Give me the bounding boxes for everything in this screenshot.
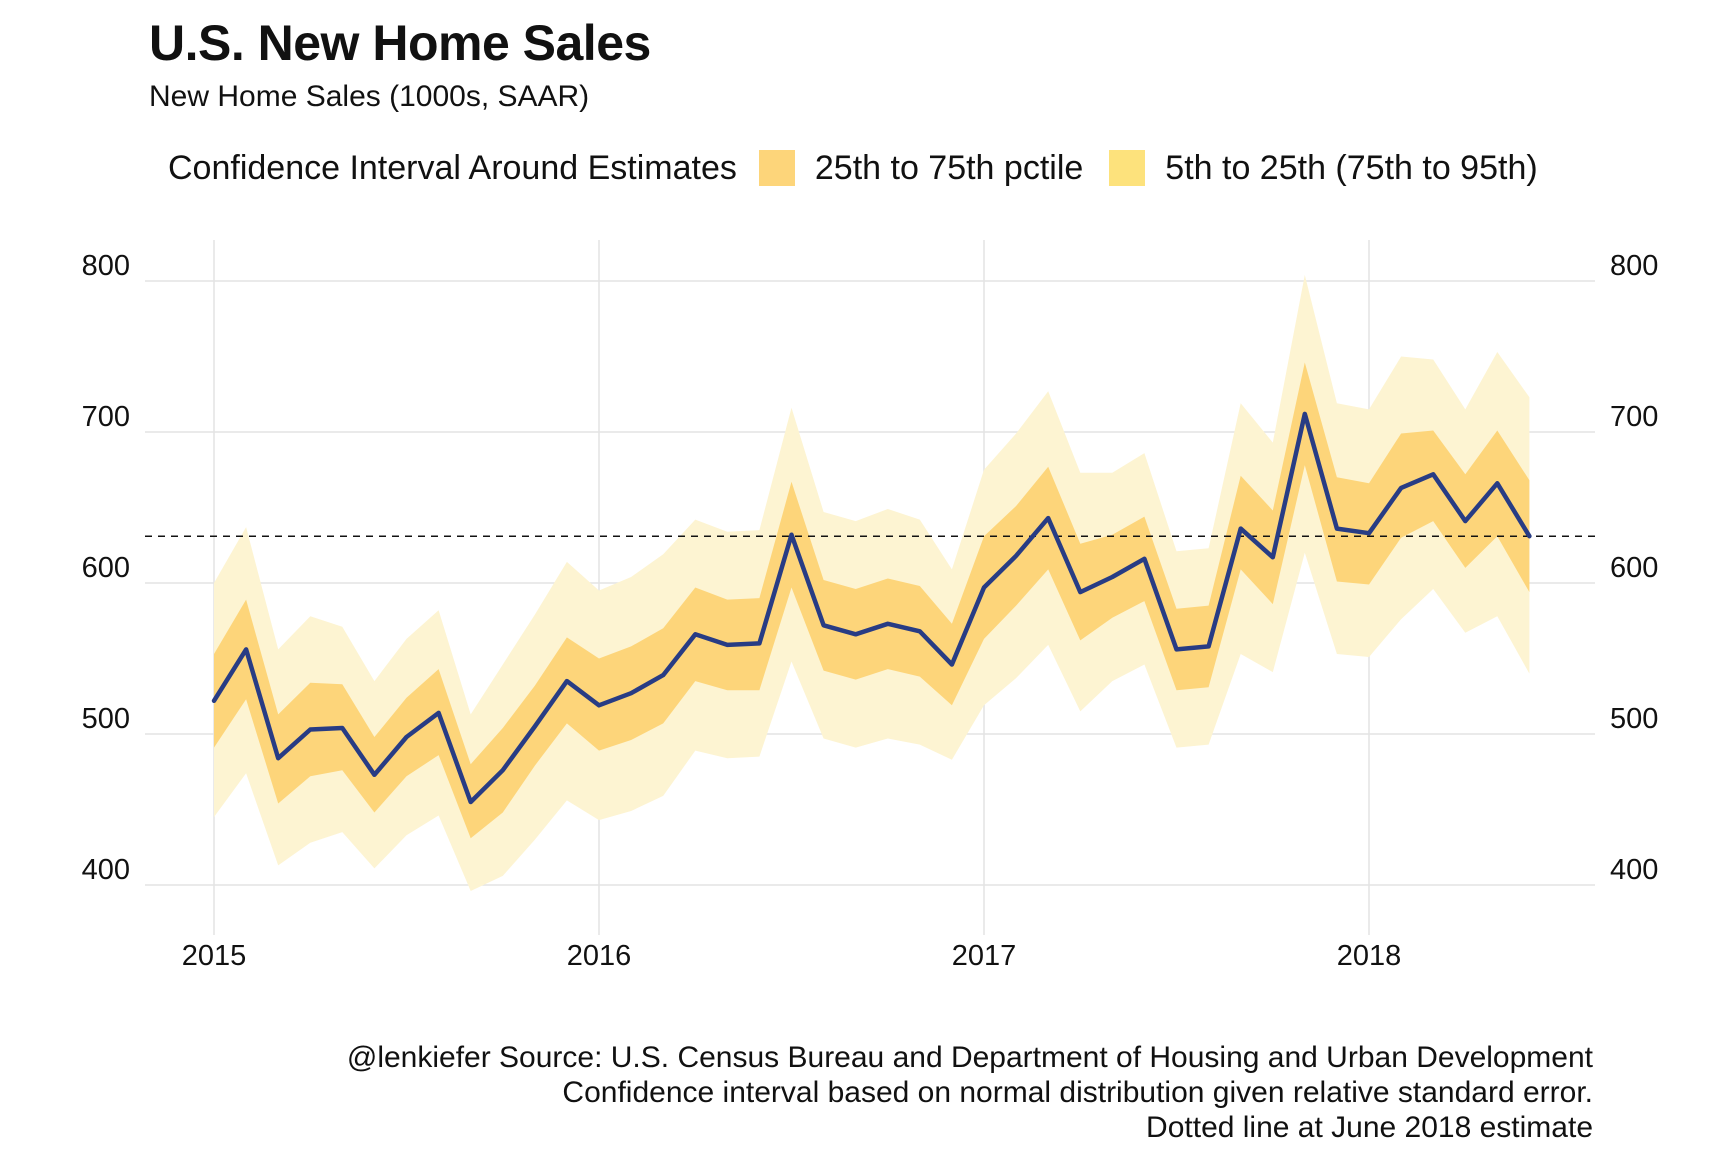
series-group: [211, 411, 1532, 805]
y-tick-label-left: 400: [82, 854, 130, 886]
caption: @lenkiefer Source: U.S. Census Bureau an…: [347, 1040, 1593, 1145]
caption-note: Dotted line at June 2018 estimate: [1146, 1111, 1593, 1144]
series-line-new-home-sales: [211, 411, 1532, 805]
x-tick-label: 2017: [952, 940, 1017, 972]
legend-swatch-inner: [758, 150, 795, 186]
caption-method: Confidence interval based on normal dist…: [562, 1076, 1593, 1109]
legend-title: Confidence Interval Around Estimates: [168, 148, 737, 187]
legend: Confidence Interval Around Estimates 25t…: [168, 148, 1564, 188]
y-tick-label-right: 600: [1610, 552, 1658, 584]
legend-label-inner: 25th to 75th pctile: [814, 148, 1084, 187]
legend-swatch-outer: [1109, 150, 1146, 186]
y-tick-label-right: 700: [1610, 401, 1658, 433]
axis-labels: 400 400 500 500 600 600 700 700 800 800 2015 2016 20…: [82, 250, 1659, 972]
y-tick-label-right: 500: [1610, 703, 1658, 735]
legend-label-outer: 5th to 25th (75th to 95th): [1165, 148, 1538, 187]
y-tick-label-left: 800: [82, 250, 130, 282]
y-tick-label-right: 800: [1610, 250, 1658, 282]
x-tick-label: 2015: [182, 940, 247, 972]
x-tick-label: 2016: [567, 940, 632, 972]
y-tick-label-right: 400: [1610, 854, 1658, 886]
chart-title: U.S. New Home Sales: [149, 15, 651, 71]
y-tick-label-left: 700: [82, 401, 130, 433]
band-25-to-75: [214, 362, 1530, 839]
x-tick-label: 2018: [1337, 940, 1402, 972]
confidence-bands: [214, 275, 1530, 891]
chart-subtitle: New Home Sales (1000s, SAAR): [149, 80, 590, 113]
y-tick-label-left: 500: [82, 703, 130, 735]
y-tick-label-left: 600: [82, 552, 130, 584]
caption-source: @lenkiefer Source: U.S. Census Bureau an…: [346, 1041, 1593, 1074]
